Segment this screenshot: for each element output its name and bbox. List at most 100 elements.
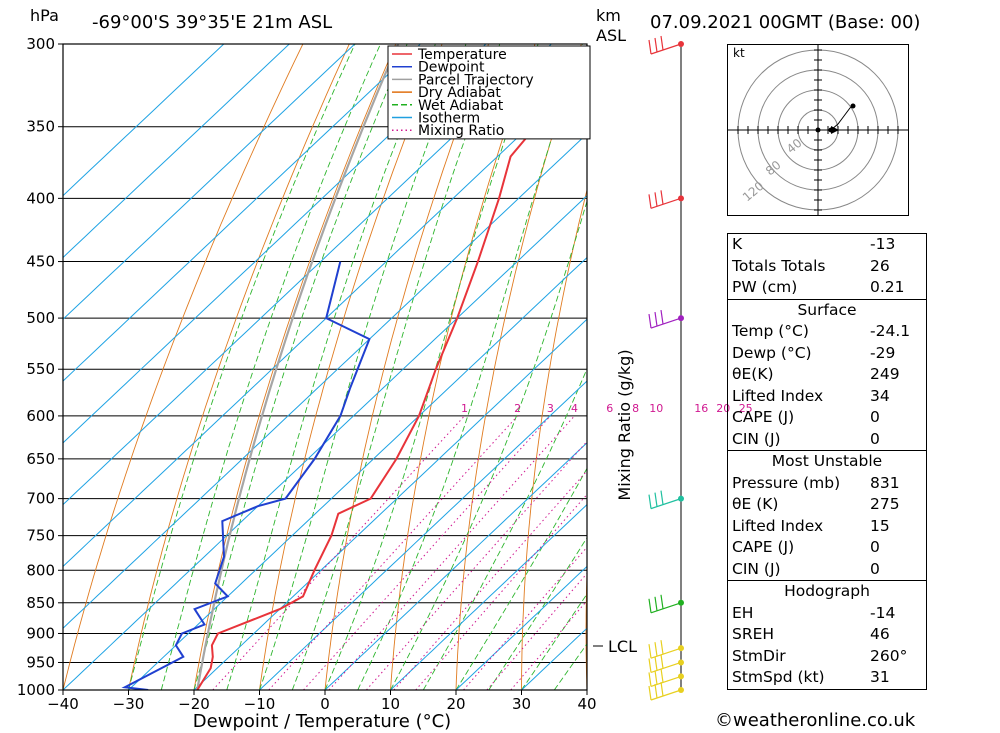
mixing-ratio-label: 2	[514, 402, 521, 415]
x-tick-labels: −40 −30 −20 −10 0 10 20 30 40	[47, 690, 597, 713]
wind-barb	[648, 594, 682, 614]
index-row: StmSpd (kt) 31	[728, 667, 927, 689]
mixing-ratio-axis-label: Mixing Ratio (g/kg)	[615, 349, 634, 500]
lcl-label: LCL	[608, 637, 637, 656]
indices-table: K -13 Totals Totals 26 PW (cm) 0.21 Surface…	[727, 233, 927, 690]
mixing-ratio-line	[463, 546, 587, 690]
mixing-ratio-labels: 1 2 3 4 6 8 10 16 20 25	[461, 402, 753, 415]
wind-barb	[648, 35, 682, 55]
hodograph-ticks	[737, 49, 899, 211]
pressure-label: 650	[26, 450, 55, 468]
pressure-label: 700	[26, 490, 55, 508]
isotherms	[63, 44, 587, 690]
surface-title: Surface	[727, 298, 927, 321]
index-value: -13	[870, 235, 896, 253]
pressure-label: 800	[26, 561, 55, 579]
index-label: Lifted Index	[732, 516, 824, 535]
index-value: 26	[870, 256, 890, 275]
index-row: StmDir 260°	[728, 646, 927, 668]
sounding-series	[121, 47, 587, 690]
dry-adiabats	[63, 44, 721, 690]
index-label: Totals Totals	[732, 256, 826, 275]
hodograph-title: Hodograph	[727, 580, 927, 603]
pressure-label: 600	[26, 407, 55, 425]
isotherm	[128, 256, 587, 690]
index-value: 46	[870, 625, 890, 643]
index-value: -24.1	[870, 322, 911, 340]
plot-frame	[62, 43, 588, 691]
x-tick-label: 20	[446, 695, 465, 713]
section-header: Hodograph	[727, 580, 927, 603]
isotherm	[63, 44, 290, 259]
wet-adiabat	[193, 44, 408, 690]
wind-barb	[648, 668, 682, 687]
mixing-ratio-label: 20	[716, 402, 730, 415]
x-tick-label: −30	[113, 695, 145, 713]
dry-adiabat	[585, 560, 587, 690]
isotherm	[63, 133, 587, 629]
index-value: 275	[870, 495, 900, 513]
wet-adiabat	[259, 44, 467, 690]
mixing-ratio-label: 1	[461, 402, 468, 415]
index-label: PW (cm)	[732, 278, 798, 296]
index-value: -14	[870, 603, 896, 622]
index-row: CAPE (J) 0	[728, 537, 927, 559]
pressure-label: 550	[26, 360, 55, 378]
index-label: StmSpd (kt)	[732, 668, 825, 686]
temperature-line	[196, 47, 587, 690]
parcel-trajectory-line	[196, 44, 400, 690]
index-value: 0	[870, 538, 880, 556]
wind-barb	[648, 190, 682, 209]
index-label: CAPE (J)	[732, 538, 795, 556]
hodograph-point	[850, 103, 856, 109]
index-row: Pressure (mb) 831	[728, 473, 927, 495]
pressure-label: 500	[26, 309, 55, 327]
parcel-trajectory	[196, 44, 400, 690]
index-row: CIN (J) 0	[728, 559, 927, 581]
isotherm	[63, 44, 487, 444]
index-label: CIN (J)	[732, 429, 781, 448]
most-unstable-title: Most Unstable	[727, 450, 927, 473]
index-value: 0	[870, 408, 880, 426]
index-value: 0	[870, 559, 880, 578]
isobar-lines	[63, 43, 587, 691]
dry-adiabat	[649, 44, 721, 690]
mixing-ratio-line	[303, 415, 551, 690]
index-row: Lifted Index 34	[728, 386, 927, 408]
wet-adiabat	[226, 44, 436, 690]
index-row: PW (cm) 0.21	[728, 277, 927, 299]
mixing-ratio-label: 16	[694, 402, 708, 415]
index-label: θE (K)	[732, 495, 779, 513]
pressure-label: 950	[26, 653, 55, 671]
hodograph-unit: kt	[733, 46, 745, 60]
index-row: CIN (J) 0	[728, 429, 927, 451]
index-value: 260°	[870, 646, 908, 665]
dry-adiabat	[455, 44, 582, 690]
pressure-label: 850	[26, 594, 55, 612]
wet-adiabat	[128, 44, 356, 690]
credit[interactable]: ©weatheronline.co.uk	[715, 710, 916, 731]
index-row: θE (K) 275	[728, 494, 927, 516]
legend-label: Isotherm	[418, 111, 480, 127]
pressure-label: 900	[26, 624, 55, 642]
index-row: θE(K) 249	[728, 364, 927, 386]
dry-adiabat	[324, 44, 490, 690]
index-value: 0	[870, 429, 880, 448]
mixing-ratio-label: 10	[649, 402, 663, 415]
location-title: -69°00'S 39°35'E 21m ASL	[92, 12, 333, 33]
pressure-label: 400	[26, 189, 55, 207]
dry-adiabat	[193, 44, 397, 690]
isotherm	[63, 194, 587, 690]
legend-label: Dewpoint	[418, 60, 485, 76]
mixing-ratio-label: 4	[571, 402, 578, 415]
isotherm	[259, 380, 587, 690]
index-row: K -13	[728, 234, 927, 256]
isotherm	[63, 44, 421, 382]
index-label: Temp (°C)	[732, 322, 809, 340]
dewpoint-line	[121, 261, 371, 690]
legend-label: Dry Adiabat	[418, 85, 501, 101]
x-tick-label: 10	[381, 695, 400, 713]
isotherm	[455, 565, 587, 690]
wet-adiabats	[128, 44, 587, 690]
pressure-label: 300	[26, 35, 55, 53]
